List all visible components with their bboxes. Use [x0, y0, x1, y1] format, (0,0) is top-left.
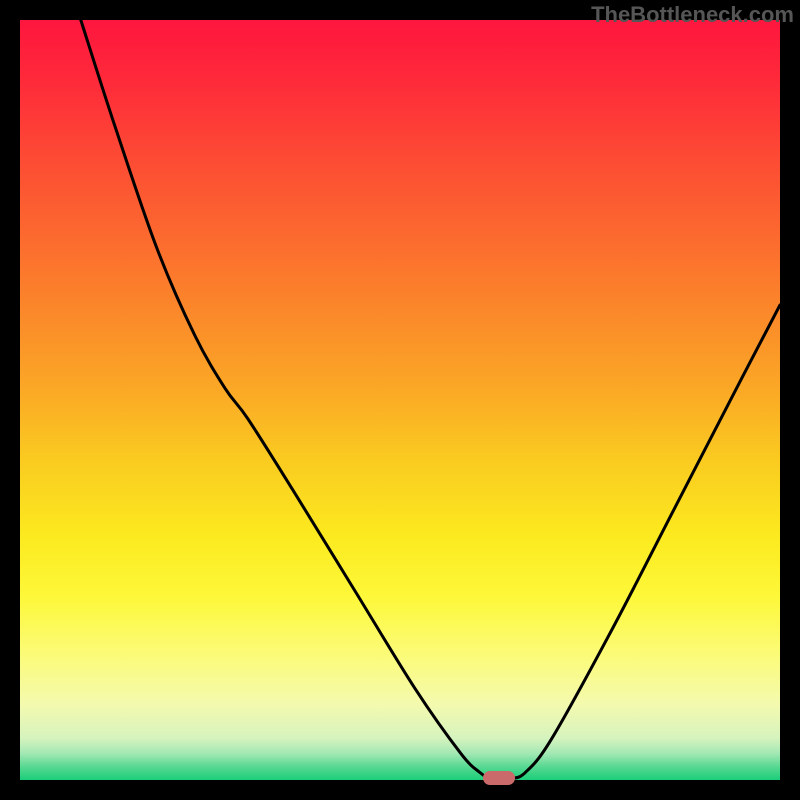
plot-area	[20, 20, 780, 780]
bottleneck-curve	[20, 20, 780, 780]
curve-path	[81, 20, 780, 779]
chart-frame: TheBottleneck.com	[0, 0, 800, 800]
watermark-text: TheBottleneck.com	[591, 2, 794, 28]
optimum-marker	[483, 771, 515, 785]
